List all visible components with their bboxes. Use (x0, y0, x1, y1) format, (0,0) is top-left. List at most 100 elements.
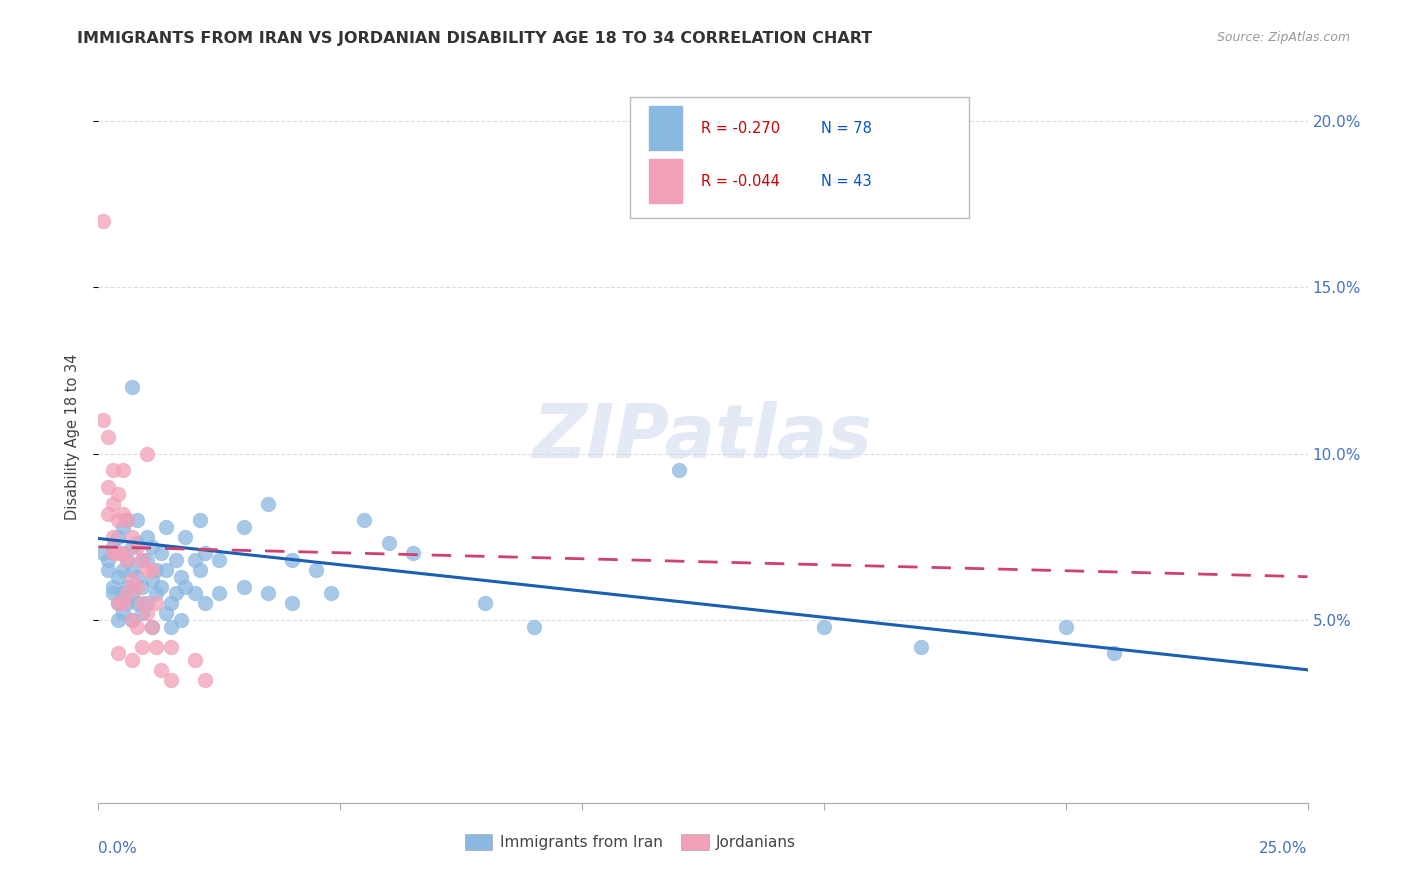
Point (117, 553, 139, 567)
Point (160, 673, 183, 687)
Point (97, 480, 120, 494)
Point (127, 540, 149, 554)
Point (117, 513, 139, 527)
Point (184, 586, 207, 600)
Bar (648, 106, 682, 150)
Point (117, 586, 139, 600)
Point (121, 530, 143, 544)
Legend: Immigrants from Iran, Jordanians: Immigrants from Iran, Jordanians (465, 834, 796, 850)
Point (91, 546, 114, 560)
Point (256, 497, 278, 511)
Point (232, 580, 254, 594)
Point (135, 607, 157, 621)
Point (256, 586, 278, 600)
Point (111, 507, 134, 521)
Point (135, 530, 157, 544)
Point (127, 513, 149, 527)
Point (145, 586, 167, 600)
Point (155, 607, 177, 621)
Point (184, 553, 207, 567)
Point (117, 596, 139, 610)
Point (188, 563, 211, 577)
Y-axis label: Disability Age 18 to 34: Disability Age 18 to 34 (65, 354, 80, 520)
Point (319, 586, 342, 600)
Point (121, 540, 143, 554)
Point (131, 553, 153, 567)
Point (117, 580, 139, 594)
Point (131, 640, 153, 654)
Point (107, 530, 129, 544)
Point (194, 546, 217, 560)
Point (121, 653, 143, 667)
Point (165, 553, 187, 567)
Point (91, 413, 114, 427)
Text: N = 43: N = 43 (821, 174, 872, 189)
Point (141, 540, 163, 554)
Point (281, 596, 304, 610)
Point (121, 380, 143, 394)
Point (145, 596, 167, 610)
Point (127, 570, 149, 584)
Point (111, 586, 134, 600)
Point (208, 586, 231, 600)
Text: N = 78: N = 78 (821, 120, 872, 136)
Point (194, 673, 217, 687)
Point (305, 563, 328, 577)
Point (141, 563, 163, 577)
Point (141, 619, 163, 633)
Point (107, 486, 129, 500)
Point (160, 640, 183, 654)
Point (107, 646, 129, 660)
Point (111, 546, 134, 560)
FancyBboxPatch shape (630, 97, 969, 218)
Point (208, 553, 231, 567)
Point (101, 540, 124, 554)
Point (474, 596, 496, 610)
Point (97, 563, 120, 577)
Point (174, 530, 197, 544)
Point (169, 613, 191, 627)
Text: 25.0%: 25.0% (1260, 841, 1308, 855)
Point (160, 619, 183, 633)
Text: R = -0.044: R = -0.044 (700, 174, 779, 189)
Point (121, 613, 143, 627)
Point (281, 553, 304, 567)
Point (97, 507, 120, 521)
Point (127, 596, 149, 610)
Point (184, 653, 207, 667)
Point (121, 613, 143, 627)
Point (121, 573, 143, 587)
Point (813, 619, 835, 633)
Point (377, 536, 399, 550)
Point (107, 546, 129, 560)
Point (101, 586, 124, 600)
Point (150, 546, 173, 560)
Text: Source: ZipAtlas.com: Source: ZipAtlas.com (1216, 31, 1350, 45)
Point (135, 563, 157, 577)
Point (402, 546, 425, 560)
Point (160, 596, 183, 610)
Point (910, 640, 932, 654)
Point (107, 596, 129, 610)
Point (127, 536, 149, 550)
Point (523, 619, 546, 633)
Point (101, 546, 124, 560)
Point (111, 563, 134, 577)
Point (111, 546, 134, 560)
Point (121, 586, 143, 600)
Text: 0.0%: 0.0% (98, 841, 138, 855)
Point (188, 513, 211, 527)
Point (107, 613, 129, 627)
Bar (648, 160, 682, 203)
Point (353, 513, 375, 527)
Point (232, 520, 254, 534)
Point (97, 553, 120, 567)
Point (141, 619, 163, 633)
Point (121, 563, 143, 577)
Point (131, 580, 153, 594)
Text: R = -0.270: R = -0.270 (700, 120, 780, 136)
Point (165, 586, 187, 600)
Point (135, 553, 157, 567)
Point (145, 563, 167, 577)
Point (668, 463, 690, 477)
